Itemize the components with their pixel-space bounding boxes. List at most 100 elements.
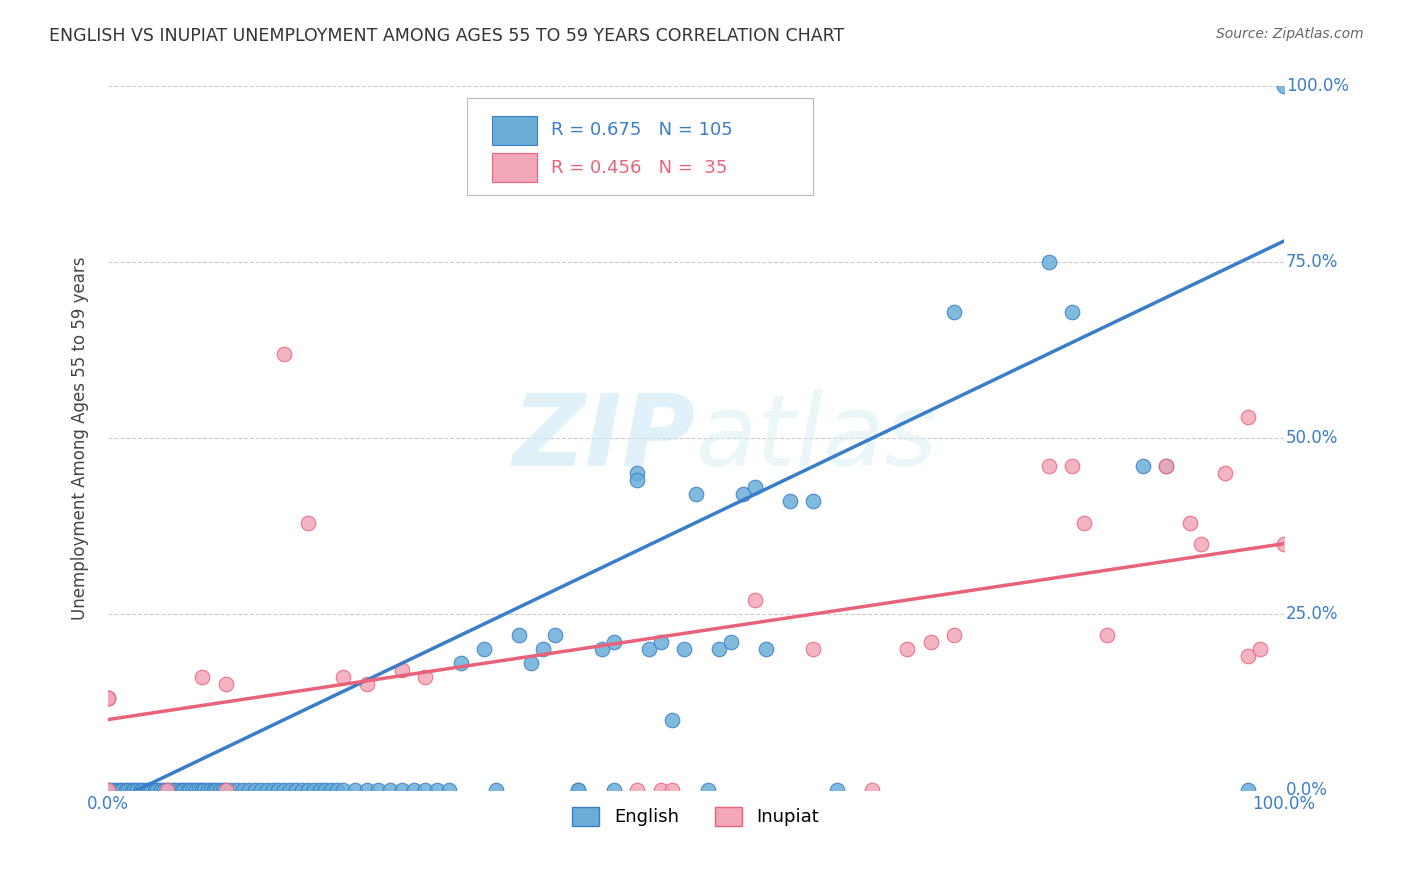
Point	[297, 516, 319, 530]
Point	[135, 783, 157, 797]
Point	[285, 783, 308, 797]
Text: R = 0.456   N =  35: R = 0.456 N = 35	[551, 159, 727, 177]
Point	[1249, 642, 1271, 657]
Point	[321, 783, 343, 797]
Point	[744, 593, 766, 607]
Point	[860, 783, 883, 797]
Point	[1237, 783, 1260, 797]
Text: 100.0%: 100.0%	[1286, 78, 1348, 95]
Point	[173, 783, 195, 797]
Point	[163, 783, 186, 797]
Point	[661, 783, 683, 797]
Point	[709, 642, 731, 657]
Point	[803, 494, 825, 508]
Point	[943, 628, 966, 642]
Point	[720, 635, 742, 649]
Point	[97, 691, 120, 706]
Point	[1060, 459, 1083, 474]
Point	[696, 783, 718, 797]
Point	[779, 494, 801, 508]
Point	[157, 783, 180, 797]
Point	[108, 783, 131, 797]
Point	[97, 783, 120, 797]
Point	[256, 783, 278, 797]
Point	[226, 783, 249, 797]
Point	[391, 783, 413, 797]
Point	[97, 691, 120, 706]
Point	[97, 783, 120, 797]
Point	[238, 783, 260, 797]
Point	[626, 467, 648, 481]
Point	[1272, 79, 1295, 94]
Point	[156, 783, 179, 797]
Point	[544, 628, 567, 642]
Point	[129, 783, 152, 797]
Point	[508, 628, 530, 642]
Text: 0.0%: 0.0%	[1286, 780, 1327, 799]
Point	[181, 783, 204, 797]
Point	[567, 783, 589, 797]
Point	[221, 783, 243, 797]
Point	[267, 783, 290, 797]
Point	[250, 783, 273, 797]
Point	[1213, 467, 1236, 481]
Point	[673, 642, 696, 657]
Point	[450, 657, 472, 671]
Point	[103, 783, 125, 797]
Text: Source: ZipAtlas.com: Source: ZipAtlas.com	[1216, 27, 1364, 41]
Point	[356, 677, 378, 691]
Point	[1189, 537, 1212, 551]
Point	[191, 783, 214, 797]
Point	[149, 783, 172, 797]
Point	[214, 783, 236, 797]
Point	[1178, 516, 1201, 530]
Point	[1237, 649, 1260, 664]
Point	[156, 783, 179, 797]
Text: atlas: atlas	[696, 390, 938, 487]
Point	[162, 783, 184, 797]
Point	[567, 783, 589, 797]
Point	[262, 783, 284, 797]
Point	[297, 783, 319, 797]
Point	[187, 783, 209, 797]
Point	[825, 783, 848, 797]
Point	[415, 783, 437, 797]
Point	[121, 783, 143, 797]
Point	[896, 642, 918, 657]
Point	[626, 474, 648, 488]
Point	[920, 635, 942, 649]
Point	[472, 642, 495, 657]
Point	[146, 783, 169, 797]
Point	[1154, 459, 1177, 474]
Point	[122, 783, 145, 797]
Point	[197, 783, 219, 797]
Text: 75.0%: 75.0%	[1286, 253, 1339, 271]
Point	[114, 783, 136, 797]
Point	[170, 783, 193, 797]
Point	[214, 677, 236, 691]
Point	[426, 783, 449, 797]
Point	[744, 480, 766, 494]
Point	[141, 783, 163, 797]
Point	[1060, 304, 1083, 318]
Point	[1097, 628, 1119, 642]
Point	[193, 783, 215, 797]
Point	[214, 783, 236, 797]
Point	[232, 783, 254, 797]
Point	[212, 783, 235, 797]
Bar	[492, 116, 537, 145]
Point	[1038, 255, 1060, 269]
Point	[378, 783, 401, 797]
Point	[308, 783, 330, 797]
Point	[97, 691, 120, 706]
Point	[205, 783, 228, 797]
Text: 25.0%: 25.0%	[1286, 605, 1339, 623]
Point	[132, 783, 155, 797]
Point	[177, 783, 200, 797]
Point	[186, 783, 208, 797]
Point	[637, 642, 659, 657]
Point	[661, 713, 683, 727]
Point	[127, 783, 149, 797]
Point	[167, 783, 190, 797]
Legend: English, Inupiat: English, Inupiat	[565, 800, 827, 834]
